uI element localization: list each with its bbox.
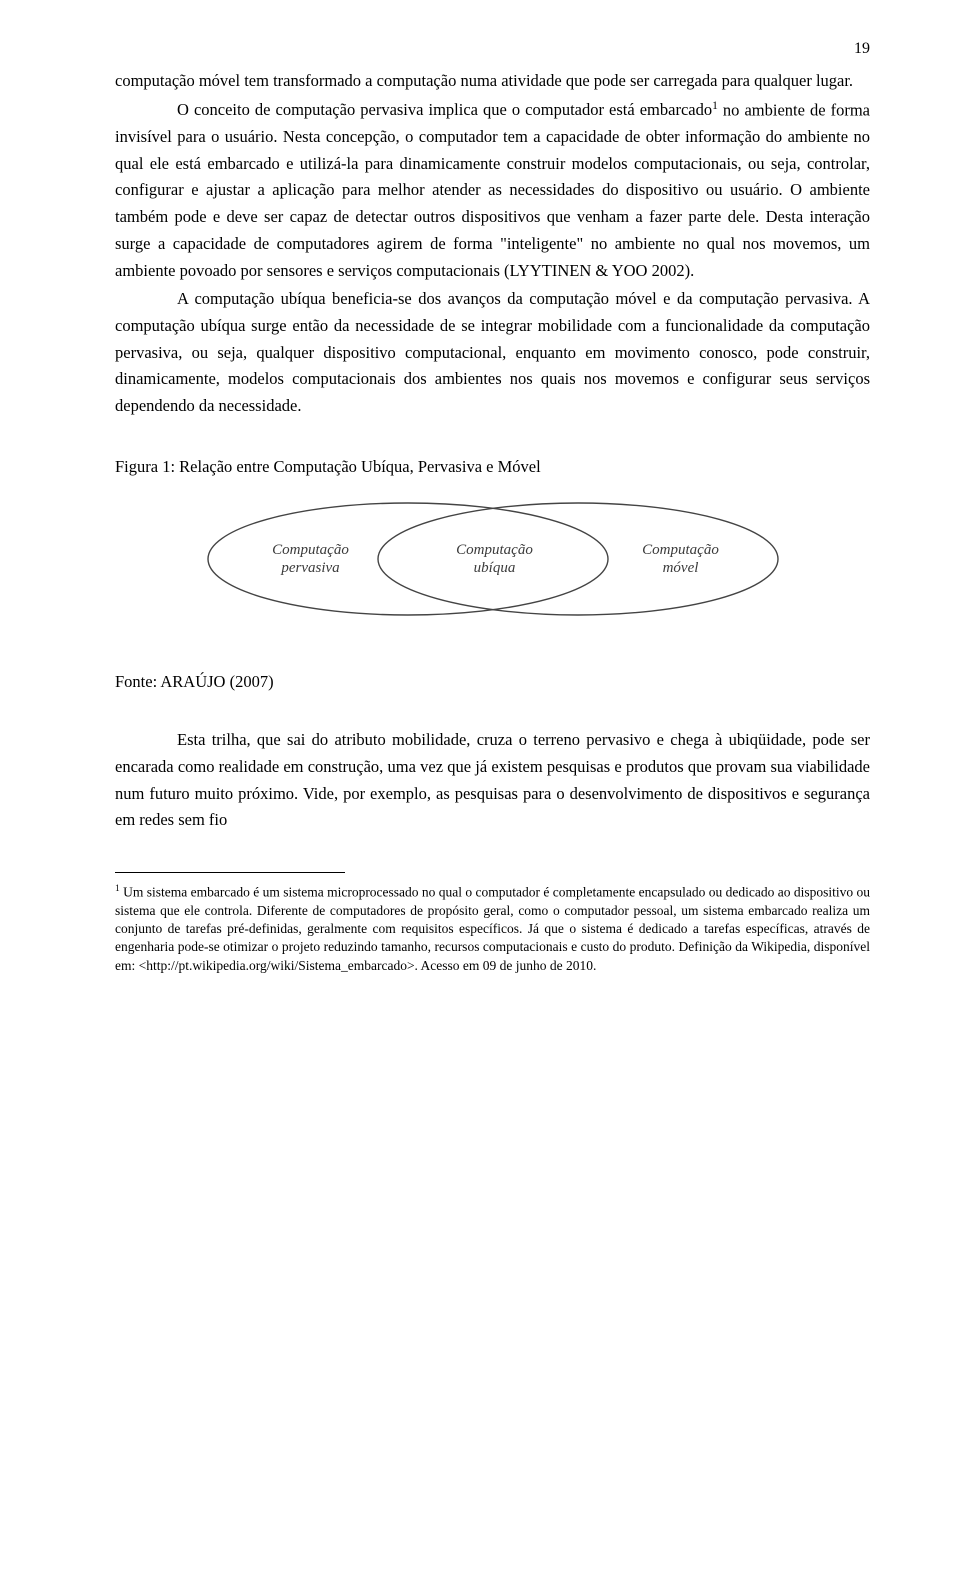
figure-source: Fonte: ARAÚJO (2007) <box>115 669 870 696</box>
venn-label-center: Computação ubíqua <box>440 541 550 579</box>
venn-label-right-l1: Computação <box>642 542 719 558</box>
venn-diagram: Computação pervasiva Computação ubíqua C… <box>178 489 808 639</box>
venn-label-right-l2: móvel <box>663 560 699 576</box>
footnote-text: Um sistema embarcado é um sistema microp… <box>115 885 870 973</box>
paragraph-3: A computação ubíqua beneficia-se dos ava… <box>115 286 870 420</box>
paragraph-2-part-b: no ambiente de forma invisível para o us… <box>115 100 870 279</box>
page-number: 19 <box>854 40 870 58</box>
paragraph-1: computação móvel tem transformado a comp… <box>115 68 870 95</box>
venn-label-right: Computação móvel <box>626 541 736 579</box>
venn-label-left: Computação pervasiva <box>256 541 366 579</box>
paragraph-2: O conceito de computação pervasiva impli… <box>115 97 870 285</box>
page-body: computação móvel tem transformado a comp… <box>115 68 870 975</box>
footnote-separator <box>115 872 345 873</box>
paragraph-4-text: Esta trilha, que sai do atributo mobilid… <box>115 730 870 829</box>
paragraph-4: Esta trilha, que sai do atributo mobilid… <box>115 727 870 834</box>
venn-label-center-l1: Computação <box>456 542 533 558</box>
venn-label-left-l1: Computação <box>272 542 349 558</box>
venn-label-center-l2: ubíqua <box>474 560 516 576</box>
venn-label-left-l2: pervasiva <box>281 560 339 576</box>
paragraph-2-part-a: O conceito de computação pervasiva impli… <box>115 100 712 119</box>
figure-caption: Figura 1: Relação entre Computação Ubíqu… <box>115 454 870 481</box>
paragraph-3-text: A computação ubíqua beneficia-se dos ava… <box>115 289 870 415</box>
footnote-1: 1 Um sistema embarcado é um sistema micr… <box>115 883 870 975</box>
